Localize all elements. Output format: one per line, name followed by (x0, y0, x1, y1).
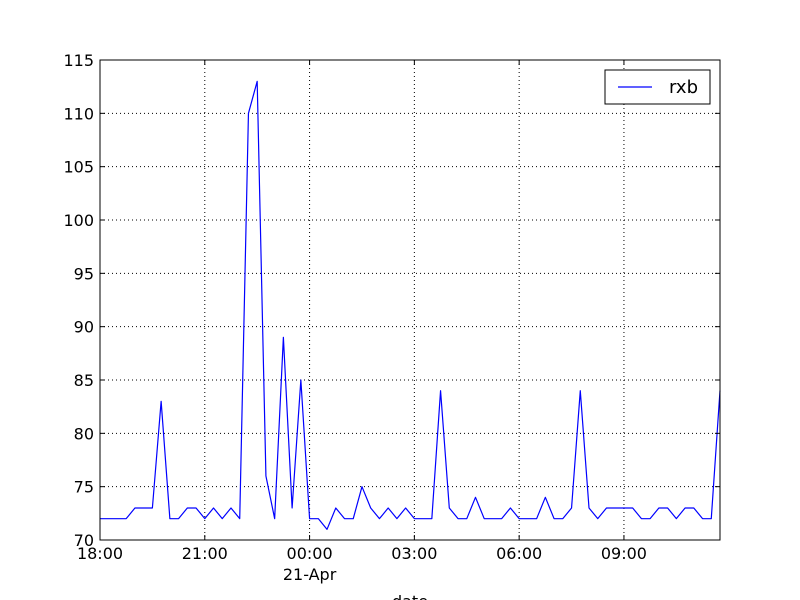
y-tick-label: 110 (63, 104, 94, 123)
legend-label-rxb: rxb (669, 77, 698, 98)
plot-area-frame (99, 59, 721, 541)
x-tick-label: 03:00 (391, 544, 437, 563)
x-axis-title: date (392, 592, 428, 600)
y-tick-label: 95 (74, 264, 94, 283)
y-tick-label: 85 (74, 371, 94, 390)
y-tick-label: 70 (74, 531, 94, 550)
x-tick-date-label: 21-Apr (283, 565, 337, 584)
grid-lines (100, 60, 720, 540)
y-tick-label: 75 (74, 478, 94, 497)
legend: rxb (604, 69, 711, 105)
y-tick-label: 115 (63, 51, 94, 70)
y-tick-label: 80 (74, 424, 94, 443)
y-tick-label: 100 (63, 211, 94, 230)
x-tick-label: 18:00 (77, 544, 123, 563)
series-lines (100, 80, 721, 530)
x-tick-label: 00:00 (287, 544, 333, 563)
y-tick-label: 105 (63, 158, 94, 177)
y-tick-label: 90 (74, 318, 94, 337)
x-tick-label: 09:00 (601, 544, 647, 563)
axis-ticks: 70 75 80 85 90 95 100 105 110 115 18:00 21:00 00:00 2… (63, 51, 720, 584)
x-tick-label: 21:00 (182, 544, 228, 563)
series-line-rxb (100, 80, 721, 530)
x-tick-label: 06:00 (496, 544, 542, 563)
